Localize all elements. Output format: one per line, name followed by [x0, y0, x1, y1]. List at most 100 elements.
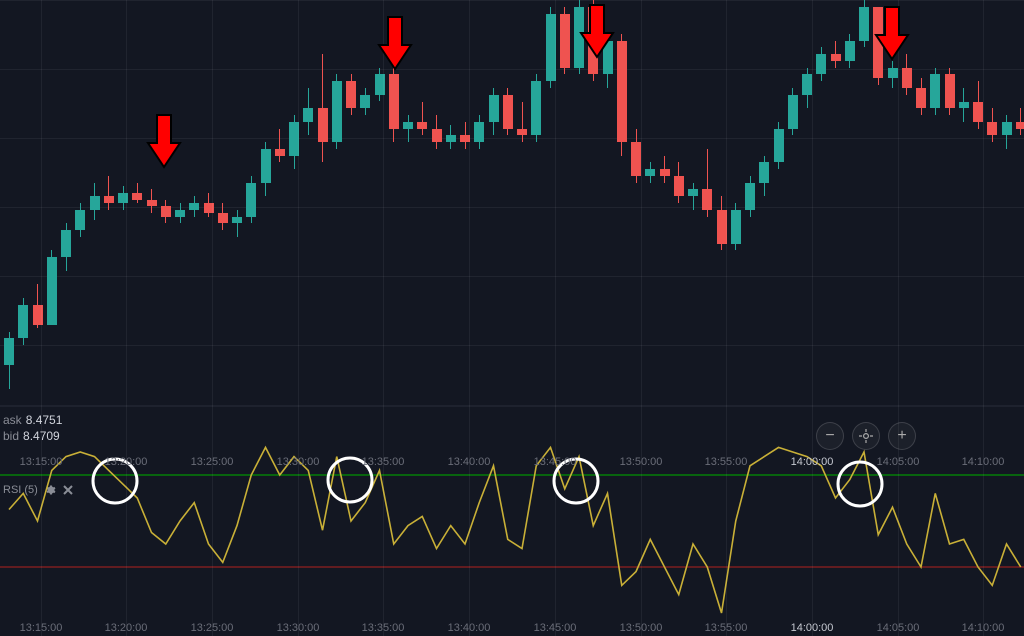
candle-body — [246, 183, 256, 217]
candle-body — [674, 176, 684, 196]
gear-icon[interactable] — [44, 484, 56, 496]
candle-body — [261, 149, 271, 183]
candle-body — [432, 129, 442, 143]
gridline-vertical — [555, 0, 556, 636]
candle-body — [1016, 122, 1024, 129]
x-axis-label: 13:25:00 — [191, 456, 234, 468]
candle-body — [759, 162, 769, 182]
candle-wick — [237, 210, 238, 237]
candle-body — [332, 81, 342, 142]
x-axis-label: 13:55:00 — [705, 622, 748, 634]
x-axis-label: 13:55:00 — [705, 456, 748, 468]
candle-body — [902, 68, 912, 88]
x-axis-label: 13:30:00 — [277, 622, 320, 634]
ask-label: ask — [3, 413, 22, 427]
candle-body — [175, 210, 185, 217]
candle-body — [147, 200, 157, 207]
ask-value: 8.4751 — [26, 413, 63, 427]
candle-body — [631, 142, 641, 176]
x-axis-label: 14:10:00 — [962, 622, 1005, 634]
candle-body — [717, 210, 727, 244]
candle-wick — [422, 102, 423, 136]
candle-body — [831, 54, 841, 61]
x-axis-label: 13:45:00 — [534, 456, 577, 468]
down-arrow-icon — [377, 15, 413, 71]
candle-body — [318, 108, 328, 142]
x-axis-label: 13:20:00 — [105, 456, 148, 468]
candle-body — [389, 74, 399, 128]
candle-wick — [693, 183, 694, 210]
candle-body — [645, 169, 655, 176]
minus-icon: − — [825, 427, 834, 445]
gridline-horizontal — [0, 0, 1024, 1]
x-axis-label: 13:35:00 — [362, 456, 405, 468]
x-axis-label: 14:00:00 — [791, 622, 834, 634]
candlestick-panel[interactable] — [0, 0, 1024, 406]
candle-body — [303, 108, 313, 122]
quote-block: ask8.4751 bid8.4709 — [3, 412, 62, 444]
candle-body — [47, 257, 57, 325]
candle-body — [104, 196, 114, 203]
gridline-vertical — [898, 0, 899, 636]
candle-body — [802, 74, 812, 94]
candle-body — [660, 169, 670, 176]
candle-body — [973, 102, 983, 122]
candle-body — [816, 54, 826, 74]
x-axis-label: 13:35:00 — [362, 622, 405, 634]
x-axis-label: 13:50:00 — [620, 456, 663, 468]
zoom-in-button[interactable]: + — [888, 422, 916, 450]
candle-body — [503, 95, 513, 129]
gridline-vertical — [726, 0, 727, 636]
candle-body — [930, 74, 940, 108]
candle-body — [474, 122, 484, 142]
recenter-button[interactable] — [852, 422, 880, 450]
candle-body — [275, 149, 285, 156]
crosshair-icon — [859, 429, 873, 443]
close-icon[interactable] — [62, 484, 74, 496]
candle-body — [517, 129, 527, 136]
x-axis-label: 13:30:00 — [277, 456, 320, 468]
candle-body — [959, 102, 969, 109]
candle-body — [745, 183, 755, 210]
x-axis-label: 13:40:00 — [448, 622, 491, 634]
candle-wick — [408, 115, 409, 142]
candle-body — [788, 95, 798, 129]
candle-body — [4, 338, 14, 365]
x-axis-label: 13:50:00 — [620, 622, 663, 634]
candle-body — [845, 41, 855, 61]
candle-body — [232, 217, 242, 224]
gridline-vertical — [41, 0, 42, 636]
gridline-horizontal — [0, 276, 1024, 277]
x-axis-label: 13:15:00 — [20, 456, 63, 468]
candle-body — [189, 203, 199, 210]
gridline-vertical — [383, 0, 384, 636]
x-axis-label: 14:05:00 — [877, 456, 920, 468]
x-axis-label: 14:05:00 — [877, 622, 920, 634]
candle-wick — [522, 102, 523, 143]
down-arrow-icon — [579, 3, 615, 59]
gridline-vertical — [812, 0, 813, 636]
x-axis-label: 13:40:00 — [448, 456, 491, 468]
candle-body — [1002, 122, 1012, 136]
gridline-horizontal — [0, 69, 1024, 70]
candle-body — [945, 74, 955, 108]
candle-wick — [108, 176, 109, 210]
candle-body — [617, 41, 627, 143]
candle-body — [489, 95, 499, 122]
candle-body — [403, 122, 413, 129]
candle-body — [61, 230, 71, 257]
x-axis-label: 13:15:00 — [20, 622, 63, 634]
candle-body — [916, 88, 926, 108]
candle-body — [346, 81, 356, 108]
gridline-vertical — [983, 0, 984, 636]
x-axis-label: 14:10:00 — [962, 456, 1005, 468]
x-axis-label: 13:25:00 — [191, 622, 234, 634]
candle-wick — [279, 129, 280, 163]
candle-body — [75, 210, 85, 230]
zoom-out-button[interactable]: − — [816, 422, 844, 450]
down-arrow-icon — [874, 5, 910, 61]
candle-body — [161, 206, 171, 216]
candle-body — [774, 129, 784, 163]
gridline-vertical — [126, 0, 127, 636]
bid-label: bid — [3, 429, 19, 443]
